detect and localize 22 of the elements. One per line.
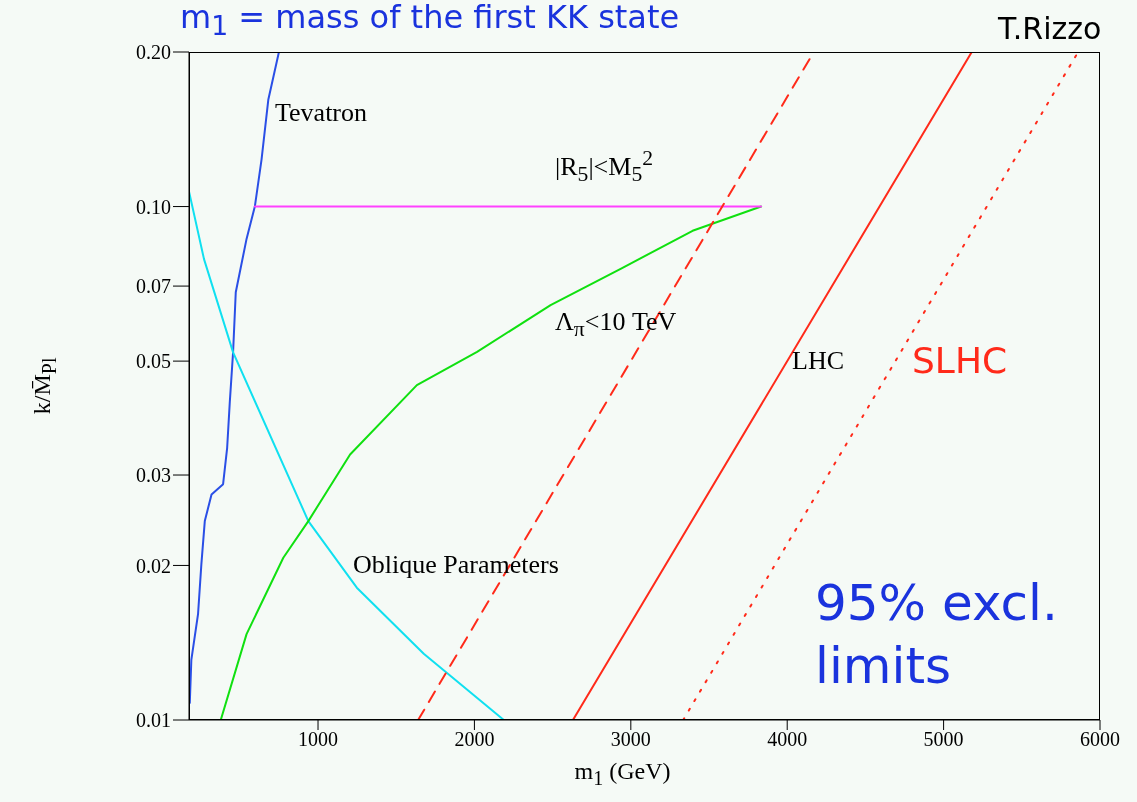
series-label: Tevatron <box>275 98 368 128</box>
y-tick-label: 0.07 <box>136 275 171 298</box>
y-tick-label: 0.01 <box>136 709 171 732</box>
series-label: LHC <box>792 346 844 376</box>
x-axis-title: m$_{1}$ (GeV) <box>574 758 671 790</box>
y-tick-label: 0.03 <box>136 464 171 487</box>
x-tick-label: 3000 <box>610 728 651 751</box>
annotation: 95% excl. limits <box>815 573 1059 697</box>
series-label: Λ$_{π}$<10 TeV <box>555 307 677 343</box>
chart-title: m$_{1}$ = mass of the first KK state <box>180 0 680 42</box>
series-label: Oblique Parameters <box>353 550 559 580</box>
x-tick-label: 1000 <box>298 728 339 751</box>
y-tick-label: 0.05 <box>136 350 171 373</box>
text: T.Rizzo <box>998 11 1103 46</box>
y-tick-label: 0.10 <box>136 195 171 218</box>
series-label: SLHC <box>912 340 1008 381</box>
x-tick-label: 5000 <box>923 728 964 751</box>
y-tick-label: 0.20 <box>136 41 171 64</box>
x-tick-label: 4000 <box>767 728 808 751</box>
x-tick-label: 6000 <box>1080 728 1120 751</box>
y-tick-label: 0.02 <box>136 554 171 577</box>
x-tick-label: 2000 <box>454 728 495 751</box>
